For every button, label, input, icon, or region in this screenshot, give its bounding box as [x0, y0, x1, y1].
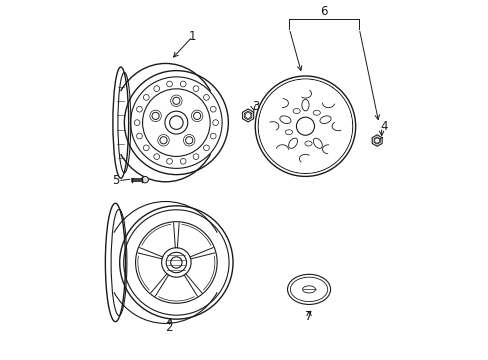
Text: 1: 1	[188, 30, 196, 43]
Ellipse shape	[142, 176, 148, 183]
Text: 3: 3	[251, 100, 259, 113]
Ellipse shape	[258, 80, 351, 173]
Text: 5: 5	[112, 174, 120, 187]
Text: 4: 4	[379, 120, 387, 133]
Text: 7: 7	[305, 310, 312, 323]
Text: 6: 6	[319, 5, 326, 18]
Text: 2: 2	[165, 320, 173, 333]
